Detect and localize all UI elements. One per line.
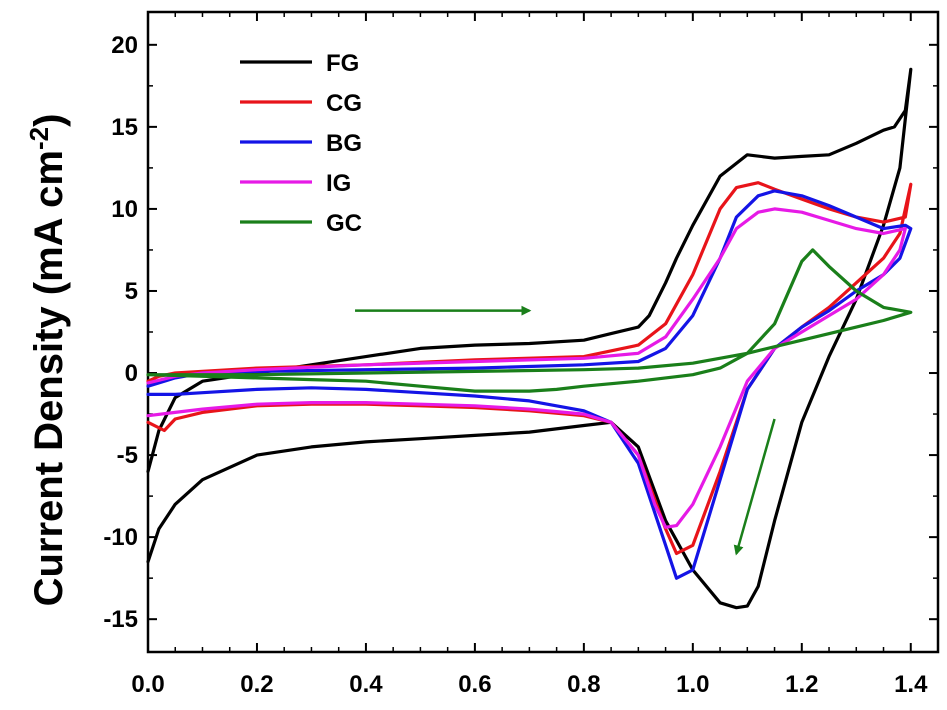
y-tick-label: 15 <box>111 114 138 141</box>
series-line-gc <box>146 248 913 393</box>
series-line-bg <box>146 189 913 580</box>
x-tick-label: 1.0 <box>676 671 709 698</box>
plot-border <box>146 10 940 654</box>
legend: FG CG BG IG GC <box>240 50 362 237</box>
x-axis: 0.0 0.2 0.4 0.6 0.8 1.0 1.2 1.4 <box>131 12 928 698</box>
direction-arrow <box>733 418 776 556</box>
y-tick-label: -15 <box>103 606 138 633</box>
x-tick-label: 1.2 <box>785 671 818 698</box>
y-tick-label: 20 <box>111 32 138 59</box>
legend-label-gc: GC <box>326 210 362 237</box>
annotation-layer <box>355 305 776 556</box>
y-tick-label: 10 <box>111 196 138 223</box>
y-axis-label-main: Current Density (mA cm <box>27 150 71 606</box>
y-tick-label: -5 <box>117 442 138 469</box>
series-line-ig <box>146 207 907 529</box>
legend-label-fg: FG <box>326 50 359 77</box>
plot-frame <box>146 10 940 654</box>
x-tick-label: 1.4 <box>894 671 928 698</box>
legend-label-bg: BG <box>326 130 362 157</box>
y-tick-label: 0 <box>125 360 138 387</box>
legend-label-ig: IG <box>326 170 351 197</box>
series-line-fg <box>146 67 913 610</box>
x-tick-label: 0.6 <box>458 671 491 698</box>
series-layer <box>146 67 913 610</box>
y-axis-label-suffix: ) <box>27 114 71 127</box>
y-axis-label: Current Density (mA cm-2) <box>24 114 71 607</box>
legend-label-cg: CG <box>326 90 362 117</box>
x-tick-label: 0.0 <box>131 671 164 698</box>
y-tick-label: -10 <box>103 524 138 551</box>
x-tick-label: 0.8 <box>567 671 600 698</box>
y-axis: -15 -10 -5 0 5 10 15 20 <box>103 32 938 633</box>
series-line-cg <box>146 181 913 556</box>
x-tick-label: 0.2 <box>240 671 273 698</box>
y-axis-label-superscript: -2 <box>24 127 54 150</box>
x-tick-label: 0.4 <box>349 671 383 698</box>
y-tick-label: 5 <box>125 278 138 305</box>
